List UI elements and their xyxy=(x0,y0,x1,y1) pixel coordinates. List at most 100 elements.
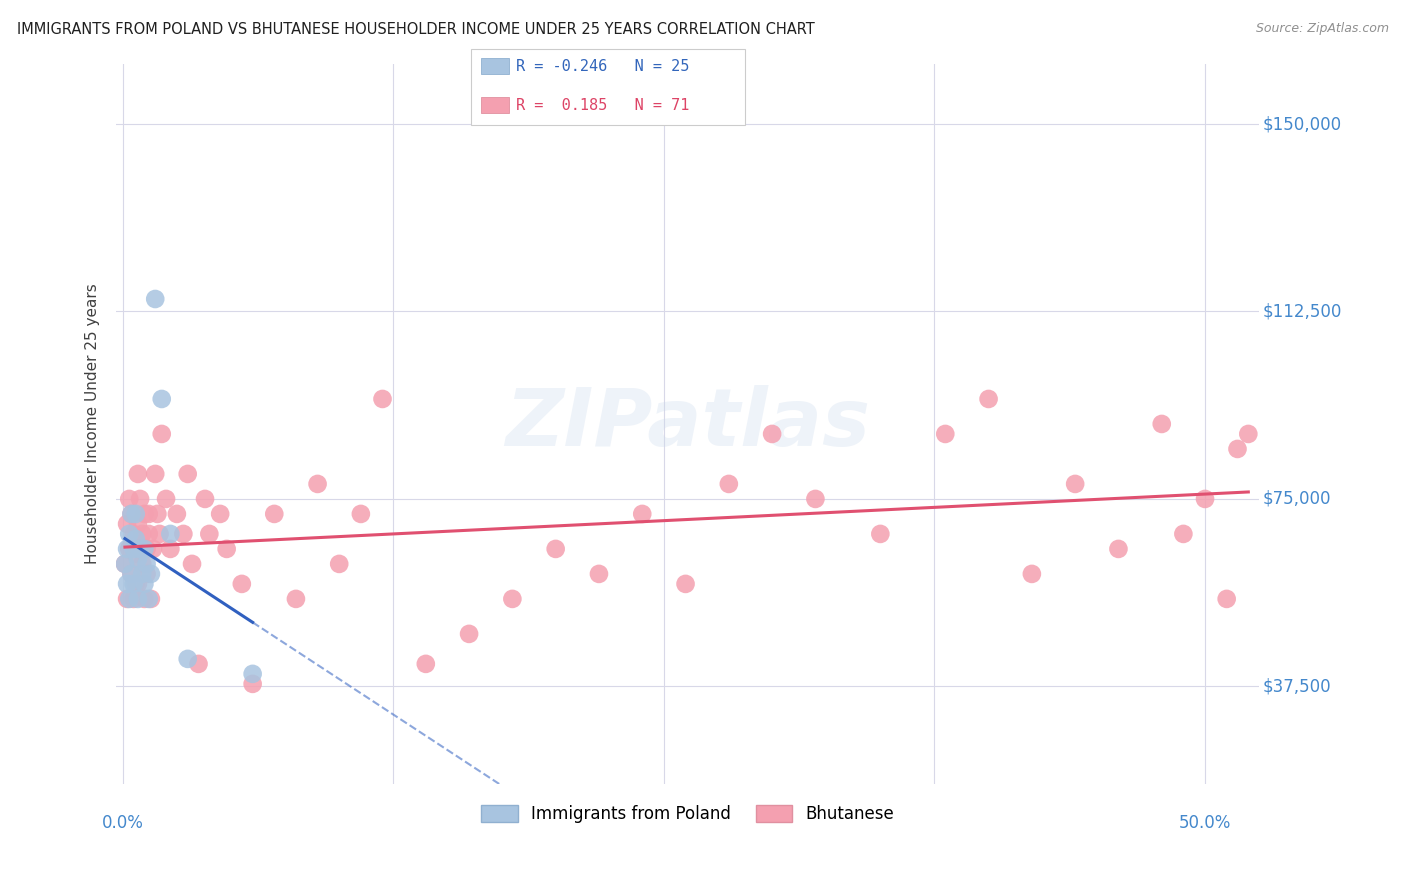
Point xyxy=(209,507,232,521)
Point xyxy=(114,557,136,571)
Point xyxy=(1215,591,1237,606)
Point xyxy=(139,591,162,606)
Point xyxy=(134,577,156,591)
Point xyxy=(120,566,142,581)
Text: $112,500: $112,500 xyxy=(1263,302,1341,320)
Point xyxy=(122,591,145,606)
Point xyxy=(127,516,149,531)
Text: R = -0.246   N = 25: R = -0.246 N = 25 xyxy=(516,59,689,73)
Point xyxy=(242,677,264,691)
Point xyxy=(869,527,891,541)
Point xyxy=(328,557,350,571)
Point xyxy=(150,392,173,406)
Point xyxy=(129,491,152,506)
Point xyxy=(131,566,153,581)
Point xyxy=(129,541,152,556)
Point xyxy=(120,507,142,521)
Point xyxy=(118,541,141,556)
Point xyxy=(231,577,253,591)
Point xyxy=(761,426,783,441)
Point xyxy=(143,467,166,481)
Point xyxy=(458,627,481,641)
Point xyxy=(350,507,373,521)
Point xyxy=(544,541,567,556)
Point xyxy=(675,577,697,591)
Point xyxy=(159,541,181,556)
Point xyxy=(177,467,200,481)
Point xyxy=(143,292,166,306)
Point xyxy=(134,507,156,521)
Point xyxy=(1194,491,1216,506)
Point xyxy=(159,527,181,541)
Point xyxy=(1064,477,1087,491)
Point xyxy=(1107,541,1129,556)
Point xyxy=(125,577,148,591)
Point xyxy=(934,426,956,441)
Text: IMMIGRANTS FROM POLAND VS BHUTANESE HOUSEHOLDER INCOME UNDER 25 YEARS CORRELATIO: IMMIGRANTS FROM POLAND VS BHUTANESE HOUS… xyxy=(17,22,814,37)
Point xyxy=(804,491,827,506)
Text: $150,000: $150,000 xyxy=(1263,115,1341,133)
Point xyxy=(371,392,394,406)
Point xyxy=(115,591,138,606)
Point xyxy=(1150,417,1173,431)
Point xyxy=(120,566,142,581)
Point xyxy=(125,532,148,546)
Point xyxy=(242,666,264,681)
Point xyxy=(139,566,162,581)
Point xyxy=(122,541,145,556)
Point xyxy=(125,507,148,521)
Point xyxy=(134,541,156,556)
Point xyxy=(977,392,1000,406)
Point xyxy=(114,557,136,571)
Point xyxy=(172,527,194,541)
Text: $37,500: $37,500 xyxy=(1263,677,1331,696)
Text: $75,000: $75,000 xyxy=(1263,490,1331,508)
Point xyxy=(148,527,170,541)
Text: 50.0%: 50.0% xyxy=(1178,814,1232,832)
Text: ZIPatlas: ZIPatlas xyxy=(505,385,870,463)
Text: Source: ZipAtlas.com: Source: ZipAtlas.com xyxy=(1256,22,1389,36)
Point xyxy=(215,541,238,556)
Point xyxy=(631,507,654,521)
Point xyxy=(125,547,148,561)
Point xyxy=(122,527,145,541)
Point xyxy=(1226,442,1249,456)
Point xyxy=(181,557,204,571)
Point xyxy=(155,491,177,506)
Point xyxy=(127,577,149,591)
Point xyxy=(187,657,209,671)
Point xyxy=(131,527,153,541)
Point xyxy=(122,577,145,591)
Text: 0.0%: 0.0% xyxy=(101,814,143,832)
Point xyxy=(115,516,138,531)
Point xyxy=(588,566,610,581)
Point xyxy=(307,477,329,491)
Point xyxy=(118,591,141,606)
Point xyxy=(127,467,149,481)
Point xyxy=(194,491,217,506)
Point xyxy=(135,557,157,571)
Point xyxy=(118,491,141,506)
Y-axis label: Householder Income Under 25 years: Householder Income Under 25 years xyxy=(86,284,100,565)
Point xyxy=(127,552,149,566)
Point xyxy=(142,541,165,556)
Point xyxy=(198,527,221,541)
Point xyxy=(115,541,138,556)
Point xyxy=(717,477,740,491)
Point xyxy=(127,591,149,606)
Point xyxy=(501,591,523,606)
Point xyxy=(138,527,160,541)
Point xyxy=(1173,527,1195,541)
Point xyxy=(284,591,307,606)
Point xyxy=(1021,566,1043,581)
Legend: Immigrants from Poland, Bhutanese: Immigrants from Poland, Bhutanese xyxy=(474,798,901,830)
Point xyxy=(177,652,200,666)
Point xyxy=(120,507,142,521)
Point xyxy=(135,566,157,581)
Point xyxy=(415,657,437,671)
Point xyxy=(135,541,157,556)
Point xyxy=(138,507,160,521)
Point xyxy=(146,507,169,521)
Point xyxy=(129,541,152,556)
Point xyxy=(134,591,156,606)
